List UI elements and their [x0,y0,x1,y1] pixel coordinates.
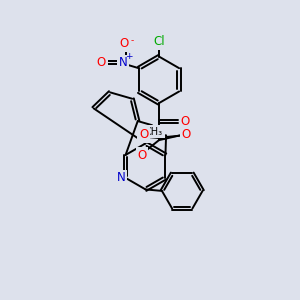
Text: N: N [119,56,128,69]
Text: N: N [117,171,125,184]
Text: Cl: Cl [153,35,165,48]
Text: O: O [137,148,147,162]
Text: -: - [130,36,134,45]
Text: O: O [119,37,129,50]
Text: O: O [180,115,190,128]
Text: O: O [182,128,191,140]
Text: CH₃: CH₃ [145,127,163,137]
Text: +: + [125,52,132,61]
Text: O: O [97,56,106,69]
Text: O: O [139,128,148,141]
